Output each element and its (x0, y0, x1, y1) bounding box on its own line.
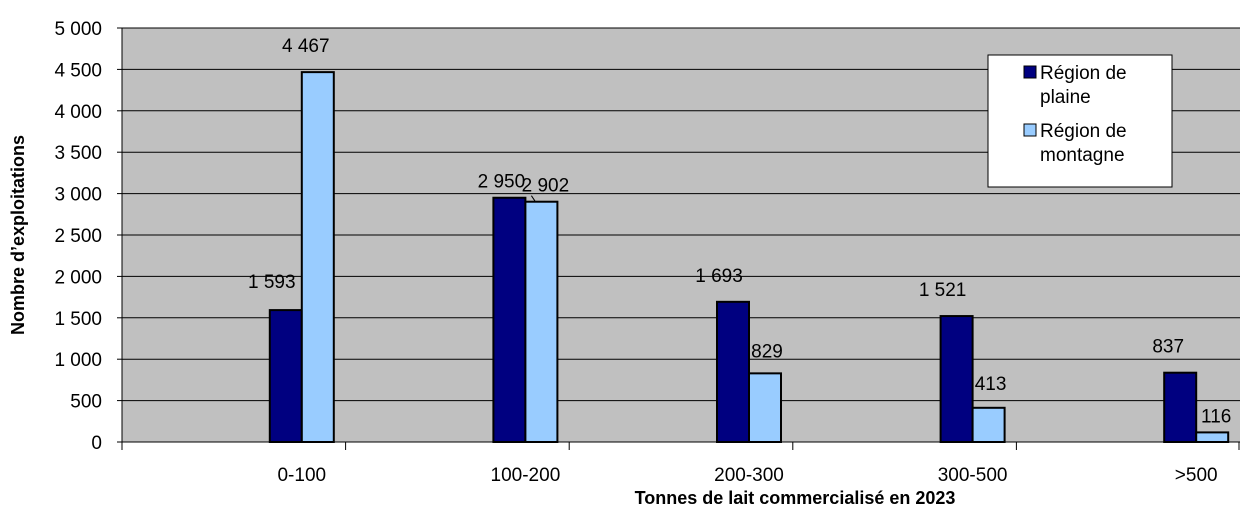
y-tick-label: 5 000 (54, 19, 102, 40)
bar (716, 300, 750, 444)
data-label: 837 (1152, 337, 1184, 358)
x-axis-ticks: 0-100 100-200 200-300 300-500 >500 (121, 442, 1240, 486)
data-label: 1 521 (919, 280, 967, 301)
data-label: 2 902 (522, 176, 570, 197)
bar (268, 309, 303, 444)
legend: Région de plaine Région de montagne (987, 54, 1173, 188)
y-tick-label: 3 000 (54, 185, 102, 206)
legend-label-plaine: Région de plaine (1040, 63, 1127, 108)
bar (1195, 431, 1230, 444)
data-label: 1 593 (248, 272, 296, 293)
bar (748, 372, 782, 443)
y-tick-label: 2 000 (54, 267, 102, 288)
bar (971, 406, 1006, 443)
y-tick-label: 0 (91, 433, 102, 454)
bar (300, 71, 335, 444)
legend-label-montagne: Région de montagne (1040, 121, 1127, 166)
data-label: 829 (751, 341, 783, 362)
legend-label-montagne-line1: Région de (1040, 121, 1127, 142)
y-axis-title: Nombre d’exploitations (8, 135, 28, 335)
data-label: 413 (975, 374, 1007, 395)
x-tick-label: 100-200 (491, 465, 561, 486)
data-label: 4 467 (282, 36, 330, 57)
x-tick-label: 0-100 (277, 465, 326, 486)
y-tick-label: 3 500 (54, 143, 102, 164)
legend-swatch-montagne (1023, 123, 1037, 137)
legend-swatch-plaine (1023, 65, 1037, 79)
data-label: 116 (1201, 406, 1231, 427)
y-tick-label: 4 000 (54, 102, 102, 123)
bar (939, 315, 974, 443)
y-tick-label: 4 500 (54, 60, 102, 81)
bar (1163, 371, 1198, 444)
legend-label-montagne-line2: montagne (1040, 145, 1125, 166)
data-label: 2 950 (478, 172, 526, 193)
y-tick-label: 2 500 (54, 226, 102, 247)
x-tick-label: >500 (1175, 465, 1218, 486)
legend-box (987, 54, 1173, 188)
data-label-leader-line (530, 195, 536, 202)
bar (524, 200, 559, 443)
x-tick-label: 200-300 (714, 465, 784, 486)
y-tick-label: 500 (70, 392, 102, 413)
data-label: 1 693 (695, 266, 743, 287)
x-tick-label: 300-500 (938, 465, 1008, 486)
x-axis-title: Tonnes de lait commercialisé en 2023 (635, 488, 956, 508)
bar (492, 196, 527, 443)
y-tick-label: 1 500 (54, 309, 102, 330)
legend-label-plaine-line2: plaine (1040, 87, 1091, 108)
y-tick-label: 1 000 (54, 350, 102, 371)
legend-label-plaine-line1: Région de (1040, 63, 1127, 84)
y-axis-ticks: 0 500 1 000 1 500 2 000 2 500 3 000 3 500 4 000 4… (54, 19, 122, 454)
